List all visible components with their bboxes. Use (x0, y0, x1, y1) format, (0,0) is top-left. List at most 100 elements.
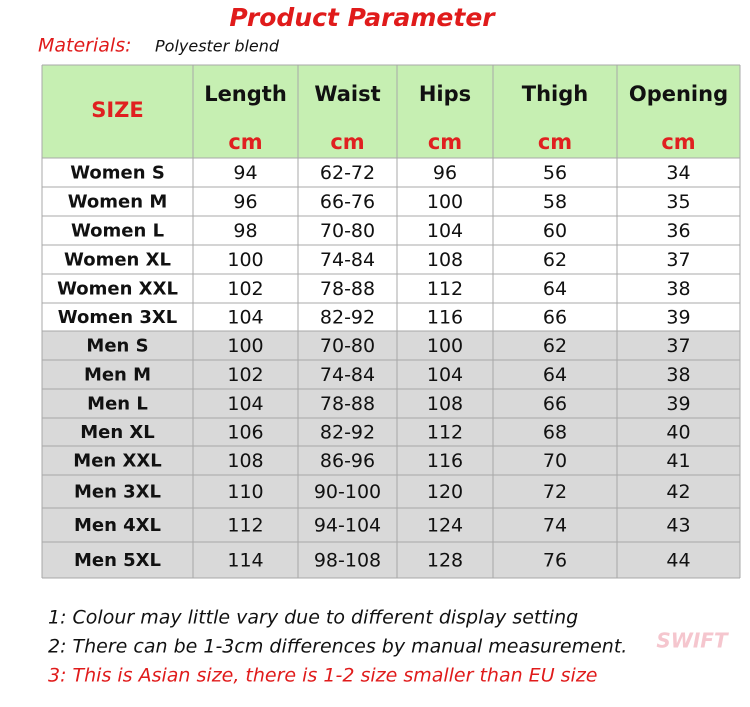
size-value: 98 (233, 220, 257, 242)
size-value: 112 (227, 515, 263, 537)
size-name: Women XL (64, 250, 171, 271)
notes: 1: Colour may little vary due to differe… (48, 607, 627, 687)
size-value: 104 (427, 220, 463, 242)
size-value: 64 (543, 278, 567, 300)
men-background (42, 331, 740, 578)
column-unit: cm (330, 130, 364, 154)
size-value: 90-100 (314, 481, 381, 503)
size-value: 74-84 (320, 364, 375, 386)
title: Product Parameter (229, 3, 496, 32)
size-value: 108 (427, 249, 463, 271)
size-value: 102 (227, 364, 263, 386)
watermark: SWIFT (656, 629, 729, 653)
size-value: 100 (427, 191, 463, 213)
size-name: Men XXL (73, 451, 161, 472)
size-value: 104 (427, 364, 463, 386)
size-value: 86-96 (320, 450, 375, 472)
size-name: Women S (70, 163, 165, 184)
size-name: Women XXL (57, 279, 178, 300)
size-value: 128 (427, 550, 463, 572)
size-value: 124 (427, 515, 463, 537)
column-unit: cm (538, 130, 572, 154)
size-value: 56 (543, 162, 567, 184)
size-value: 44 (666, 550, 690, 572)
size-value: 94 (233, 162, 257, 184)
size-value: 70 (543, 450, 567, 472)
size-value: 62-72 (320, 162, 375, 184)
size-value: 38 (666, 278, 690, 300)
size-value: 100 (427, 335, 463, 357)
size-value: 104 (227, 307, 263, 329)
size-value: 78-88 (320, 278, 375, 300)
size-name: Men S (86, 336, 148, 357)
size-value: 76 (543, 550, 567, 572)
size-value: 108 (227, 450, 263, 472)
note: 1: Colour may little vary due to differe… (48, 607, 578, 629)
size-name: Men XL (80, 422, 155, 443)
size-name: Women M (68, 192, 168, 213)
size-name: Men L (87, 394, 148, 415)
size-value: 72 (543, 481, 567, 503)
size-value: 62 (543, 335, 567, 357)
size-value: 82-92 (320, 307, 375, 329)
column-header: Waist (314, 82, 380, 106)
size-value: 36 (666, 220, 690, 242)
size-value: 64 (543, 364, 567, 386)
size-value: 58 (543, 191, 567, 213)
size-value: 104 (227, 393, 263, 415)
size-value: 94-104 (314, 515, 381, 537)
size-value: 114 (227, 550, 263, 572)
size-name: Men M (84, 365, 151, 386)
size-value: 74-84 (320, 249, 375, 271)
size-value: 66-76 (320, 191, 375, 213)
size-value: 120 (427, 481, 463, 503)
size-value: 98-108 (314, 550, 381, 572)
size-value: 110 (227, 481, 263, 503)
size-value: 100 (227, 335, 263, 357)
size-header: SIZE (91, 98, 144, 122)
size-table: SIZE Length cm Waist cm Hips cm Thigh cm Opening c… (41, 64, 741, 579)
column-header: Length (204, 82, 287, 106)
column-unit: cm (228, 130, 262, 154)
size-value: 116 (427, 450, 463, 472)
size-value: 102 (227, 278, 263, 300)
size-value: 112 (427, 278, 463, 300)
size-value: 37 (666, 335, 690, 357)
column-header: Hips (419, 82, 471, 106)
size-value: 40 (666, 422, 690, 444)
size-value: 100 (227, 249, 263, 271)
size-name: Women 3XL (58, 307, 178, 328)
note: 2: There can be 1-3cm differences by man… (48, 636, 627, 658)
size-value: 43 (666, 515, 690, 537)
size-value: 112 (427, 422, 463, 444)
size-value: 96 (233, 191, 257, 213)
size-value: 66 (543, 307, 567, 329)
size-value: 70-80 (320, 220, 375, 242)
size-value: 108 (427, 393, 463, 415)
size-value: 74 (543, 515, 567, 537)
size-value: 37 (666, 249, 690, 271)
column-header: Thigh (522, 82, 588, 106)
size-value: 35 (666, 191, 690, 213)
size-value: 39 (666, 393, 690, 415)
size-value: 116 (427, 307, 463, 329)
size-value: 68 (543, 422, 567, 444)
size-value: 34 (666, 162, 690, 184)
size-value: 39 (666, 307, 690, 329)
size-value: 41 (666, 450, 690, 472)
size-value: 82-92 (320, 422, 375, 444)
header-background (42, 65, 740, 158)
size-value: 66 (543, 393, 567, 415)
size-value: 96 (433, 162, 457, 184)
size-name: Men 4XL (74, 515, 161, 536)
size-name: Women L (71, 221, 164, 242)
size-value: 106 (227, 422, 263, 444)
size-value: 78-88 (320, 393, 375, 415)
size-value: 42 (666, 481, 690, 503)
column-unit: cm (661, 130, 695, 154)
size-value: 70-80 (320, 335, 375, 357)
note: 3: This is Asian size, there is 1-2 size… (48, 665, 597, 687)
column-header: Opening (629, 82, 728, 106)
column-unit: cm (428, 130, 462, 154)
